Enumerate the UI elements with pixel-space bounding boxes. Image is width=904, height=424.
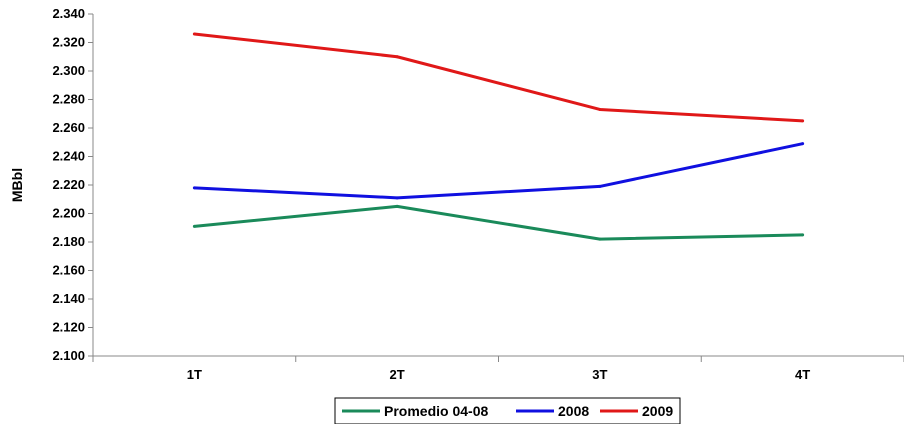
data-point (395, 204, 399, 208)
x-tick-label: 2T (390, 367, 405, 382)
y-tick-label: 2.140 (52, 291, 85, 306)
series-line-2 (194, 32, 803, 123)
y-tick-label: 2.200 (52, 206, 85, 221)
y-tick-label: 2.120 (52, 320, 85, 335)
data-point (801, 119, 805, 123)
y-axis-ticks: 2.100 2.120 2.140 2.160 2.180 2.200 2.220 2.240… (52, 6, 93, 363)
data-point (192, 224, 196, 228)
y-tick-label: 2.300 (52, 63, 85, 78)
y-tick-label: 2.260 (52, 120, 85, 135)
data-point (395, 55, 399, 59)
y-tick-label: 2.100 (52, 348, 85, 363)
data-point (192, 32, 196, 36)
series-lines (192, 32, 805, 241)
x-axis-ticks: 1T 2T 3T 4T (92, 356, 904, 382)
data-point (801, 142, 805, 146)
data-point (395, 196, 399, 200)
series-line-1 (194, 142, 803, 200)
data-point (598, 184, 602, 188)
legend: Promedio 04-08 2008 2009 (334, 397, 681, 424)
legend-label: 2009 (642, 403, 673, 419)
data-point (598, 237, 602, 241)
y-tick-label: 2.160 (52, 263, 85, 278)
y-tick-label: 2.280 (52, 92, 85, 107)
x-tick-label: 4T (795, 367, 810, 382)
legend-label: 2008 (558, 403, 589, 419)
data-point (192, 186, 196, 190)
x-tick-label: 1T (187, 367, 202, 382)
legend-label: Promedio 04-08 (384, 403, 488, 419)
data-point (598, 107, 602, 111)
data-point (801, 233, 805, 237)
y-axis-label: MBbl (9, 168, 25, 202)
y-tick-label: 2.220 (52, 177, 85, 192)
x-tick-label: 3T (592, 367, 607, 382)
y-tick-label: 2.340 (52, 6, 85, 21)
y-tick-label: 2.240 (52, 149, 85, 164)
y-tick-label: 2.180 (52, 234, 85, 249)
y-tick-label: 2.320 (52, 35, 85, 50)
series-line-0 (194, 204, 803, 241)
